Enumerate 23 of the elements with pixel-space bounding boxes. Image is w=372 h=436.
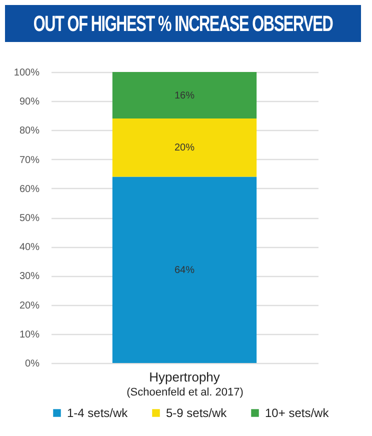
y-tick-label: 60% xyxy=(19,184,40,195)
legend-label: 5-9 sets/wk xyxy=(166,406,228,420)
y-tick-label: 20% xyxy=(19,300,40,312)
chart-title: OUT OF HIGHEST % INCREASE OBSERVED xyxy=(33,10,333,36)
bar xyxy=(112,118,257,177)
data-label: 20% xyxy=(174,142,195,154)
y-tick-label: 40% xyxy=(19,242,40,254)
y-tick-label: 90% xyxy=(19,96,40,108)
y-tick-label: 50% xyxy=(19,213,40,224)
y-tick-label: 0% xyxy=(25,358,40,370)
bar xyxy=(112,72,257,119)
data-label: 16% xyxy=(174,90,195,102)
y-tick-label: 30% xyxy=(19,271,40,282)
y-tick-label: 10% xyxy=(19,329,40,340)
x-tick-label: Hypertrophy xyxy=(149,370,220,384)
legend-label: 10+ sets/wk xyxy=(265,406,330,420)
bar xyxy=(112,176,257,363)
legend-label: 1-4 sets/wk xyxy=(67,406,129,420)
y-tick-label: 70% xyxy=(19,154,40,166)
y-tick-label: 80% xyxy=(19,126,40,137)
data-label: 64% xyxy=(174,264,195,276)
y-tick-label: 100% xyxy=(14,68,40,78)
x-axis-title: (Schoenfeld et al. 2017) xyxy=(126,386,244,398)
